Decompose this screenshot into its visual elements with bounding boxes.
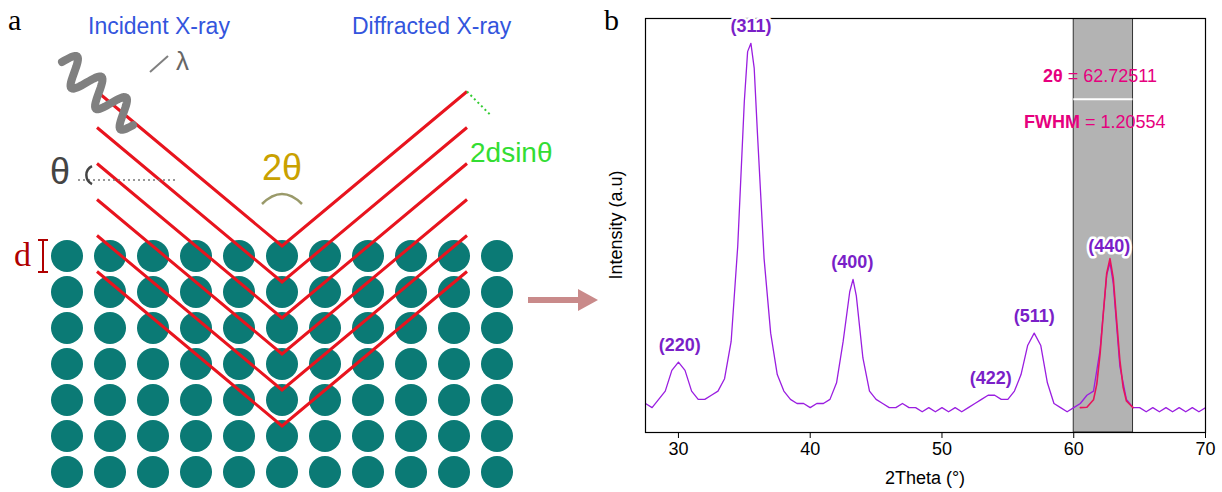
svg-text:λ: λ: [176, 46, 189, 76]
svg-text:2θ: 2θ: [262, 147, 302, 188]
svg-text:Intensity (a.u): Intensity (a.u): [606, 170, 626, 279]
svg-text:Diffracted X-ray: Diffracted X-ray: [352, 13, 512, 39]
svg-text:2θ: 2θ: [1043, 66, 1063, 86]
svg-text:= 62.72511: = 62.72511: [1068, 66, 1157, 86]
svg-text:60: 60: [1064, 439, 1084, 459]
svg-text:FWHM: FWHM: [1024, 112, 1080, 132]
svg-text:40: 40: [800, 439, 820, 459]
svg-text:(422): (422): [970, 368, 1012, 388]
svg-text:(400): (400): [831, 252, 873, 272]
svg-text:b: b: [604, 3, 619, 36]
svg-text:θ: θ: [50, 151, 70, 192]
svg-text:2Theta (°): 2Theta (°): [885, 468, 965, 488]
svg-text:(220): (220): [659, 335, 701, 355]
svg-text:70: 70: [1195, 439, 1215, 459]
svg-text:(511): (511): [1014, 306, 1055, 326]
svg-text:30: 30: [668, 439, 688, 459]
svg-text:(311): (311): [730, 16, 771, 36]
svg-text:Incident X-ray: Incident X-ray: [88, 13, 230, 39]
svg-text:a: a: [8, 3, 21, 36]
svg-text:(440): (440): [1088, 236, 1130, 256]
svg-text:2dsinθ: 2dsinθ: [470, 137, 553, 168]
svg-text:50: 50: [932, 439, 952, 459]
svg-text:= 1.20554: = 1.20554: [1085, 112, 1166, 132]
svg-text:d: d: [14, 236, 31, 273]
